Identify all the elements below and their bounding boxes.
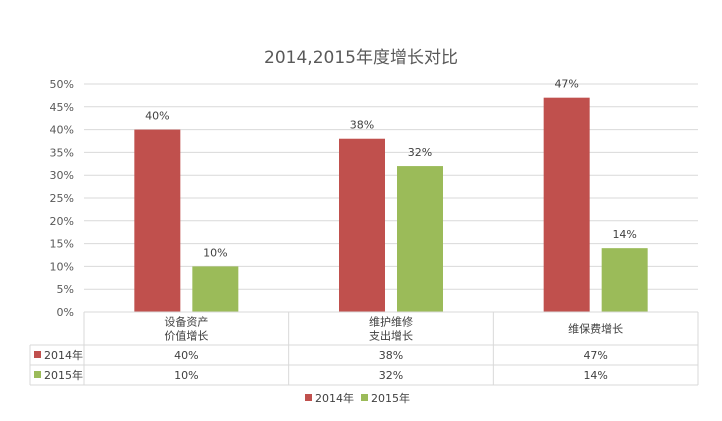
table-cell: 38% — [379, 349, 403, 362]
y-tick-label: 50% — [50, 78, 74, 91]
y-tick-label: 20% — [50, 215, 74, 228]
category-label: 设备资产 — [164, 315, 208, 329]
category-label: 维保费增长 — [568, 322, 623, 336]
data-label: 32% — [408, 146, 432, 159]
table-series-name: 2014年 — [44, 348, 83, 362]
legend: 2014年 2015年 — [305, 391, 410, 405]
y-tick-label: 40% — [50, 124, 74, 137]
table-series-swatch — [34, 351, 41, 358]
legend-label: 2015年 — [371, 391, 410, 405]
y-tick-label: 25% — [50, 192, 74, 205]
chart-title: 2014,2015年度增长对比 — [264, 48, 458, 68]
category-label: 维护维修 — [369, 315, 413, 329]
y-tick-label: 15% — [50, 238, 74, 251]
category-label: 支出增长 — [369, 329, 413, 343]
table-cell: 47% — [583, 349, 607, 362]
y-tick-label: 35% — [50, 146, 74, 159]
data-label: 47% — [554, 78, 578, 91]
y-tick-label: 30% — [50, 169, 74, 182]
table-series-name: 2015年 — [44, 368, 83, 382]
table-series-swatch — [34, 371, 41, 378]
bar — [543, 97, 590, 313]
bar — [339, 138, 385, 312]
bars — [134, 97, 648, 313]
y-tick-label: 45% — [50, 101, 74, 114]
table-cell: 10% — [174, 369, 198, 382]
legend-swatch — [361, 394, 368, 401]
table-cell: 32% — [379, 369, 403, 382]
data-label: 40% — [145, 110, 169, 123]
bar — [397, 166, 443, 312]
table-cell: 14% — [583, 369, 607, 382]
legend-swatch — [305, 394, 312, 401]
bar — [192, 266, 239, 312]
y-axis-tick-labels: 0% 5% 10% 15% 20% 25% 30% 35% 40% 45% 50% — [50, 78, 74, 319]
gridlines — [84, 83, 698, 313]
y-tick-label: 10% — [50, 260, 74, 273]
y-tick-label: 5% — [57, 283, 74, 296]
y-tick-label: 0% — [57, 306, 74, 319]
data-label: 38% — [350, 119, 374, 132]
data-label: 14% — [612, 228, 636, 241]
bar — [134, 129, 181, 312]
legend-label: 2014年 — [315, 391, 354, 405]
data-labels: 40% 10% 38% 32% 47% 14% — [145, 78, 637, 260]
data-label: 10% — [203, 246, 227, 259]
bar — [601, 248, 648, 312]
category-label: 价值增长 — [164, 329, 208, 343]
table-cell: 40% — [174, 349, 198, 362]
